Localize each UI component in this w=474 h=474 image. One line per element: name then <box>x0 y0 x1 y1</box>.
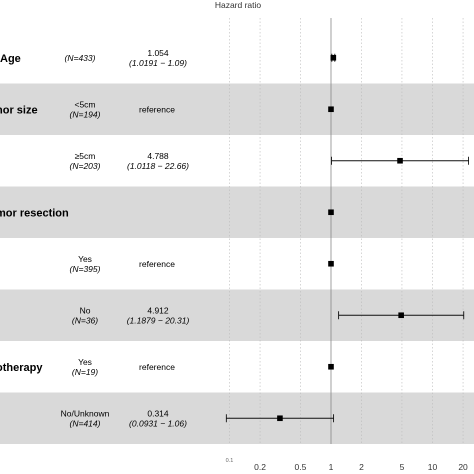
group-label: Yes <box>78 357 92 367</box>
group-label: No <box>80 305 91 315</box>
confidence-interval: (1.0191 − 1.09) <box>129 58 187 68</box>
hazard-point <box>398 312 404 319</box>
x-tick-label: 10 <box>428 462 438 472</box>
row-band <box>0 186 474 238</box>
hazard-estimate: reference <box>139 259 175 269</box>
group-count: (N=414) <box>70 418 101 428</box>
variable-label: mor resection <box>0 207 69 219</box>
x-tick-label: 1 <box>329 462 334 472</box>
variable-label: Age <box>0 53 21 65</box>
hazard-estimate: 0.314 <box>147 408 169 418</box>
x-tick-label: 0.2 <box>254 462 266 472</box>
variable-label: otherapy <box>0 362 43 374</box>
x-tick-label: 2 <box>359 462 364 472</box>
hazard-estimate: 1.054 <box>147 48 169 58</box>
hazard-point <box>328 363 334 370</box>
hazard-estimate: reference <box>139 362 175 372</box>
group-label: <5cm <box>74 99 95 109</box>
group-count: (N=395) <box>70 264 101 274</box>
hazard-point <box>328 260 334 267</box>
group-count: (N=433) <box>65 53 96 63</box>
hazard-point <box>328 106 334 113</box>
confidence-interval: (1.0118 − 22.66) <box>127 161 189 171</box>
x-tick-label: 0.1 <box>226 458 234 464</box>
hazard-point <box>277 415 283 422</box>
x-tick-label: 20 <box>458 462 468 472</box>
hazard-estimate: 4.788 <box>147 151 169 161</box>
axis-title: Hazard ratio <box>215 0 262 10</box>
hazard-estimate: 4.912 <box>147 305 169 315</box>
hazard-point <box>328 209 334 216</box>
confidence-interval: (0.0931 − 1.06) <box>129 418 187 428</box>
group-label: No/Unknown <box>61 408 110 418</box>
hazard-estimate: reference <box>139 104 175 114</box>
group-count: (N=36) <box>72 315 98 325</box>
confidence-interval: (1.1879 − 20.31) <box>127 315 190 325</box>
x-tick-label: 0.5 <box>295 462 307 472</box>
group-count: (N=19) <box>72 367 98 377</box>
group-count: (N=194) <box>70 109 101 119</box>
group-label: Yes <box>78 254 92 264</box>
row-band <box>0 83 474 135</box>
variable-label: nor size <box>0 104 38 116</box>
hazard-point <box>397 157 403 164</box>
group-count: (N=203) <box>70 161 101 171</box>
group-label: ≥5cm <box>75 151 96 161</box>
x-tick-label: 5 <box>400 462 405 472</box>
hazard-point <box>330 54 337 61</box>
